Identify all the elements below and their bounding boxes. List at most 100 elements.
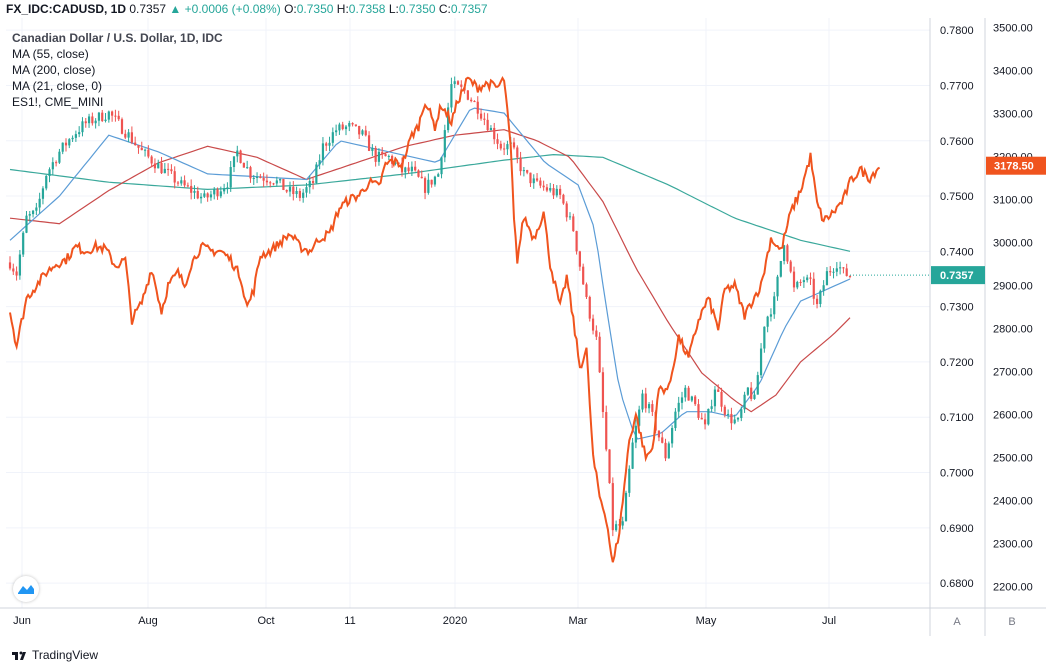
- candle-body: [671, 428, 674, 444]
- candle-body: [839, 267, 842, 269]
- candle-body: [456, 81, 460, 85]
- candle-body: [344, 126, 348, 130]
- ma21-line: [9, 107, 851, 440]
- candle-body: [417, 170, 420, 177]
- es-compare-line: [9, 75, 881, 563]
- candle-body: [22, 232, 25, 255]
- candle-body: [476, 101, 479, 114]
- candle-body: [506, 144, 509, 150]
- candle-body: [308, 181, 311, 188]
- candle-body: [786, 245, 789, 262]
- candle-body: [407, 167, 410, 172]
- candle-body: [608, 449, 611, 484]
- candle-body: [809, 277, 812, 279]
- candle-body: [694, 396, 697, 405]
- legend-ma21[interactable]: MA (21, close, 0): [12, 79, 103, 93]
- price-axis-tick: 0.6900: [940, 523, 974, 535]
- candle-body: [213, 189, 216, 195]
- candle-body: [440, 157, 443, 175]
- candle-body: [661, 437, 664, 443]
- candle-body: [354, 124, 357, 126]
- candle-body: [674, 411, 677, 429]
- es-axis-tick: 3100.00: [993, 194, 1033, 206]
- es-axis-tick: 3000.00: [993, 237, 1033, 249]
- price-axis-tick: 0.7800: [940, 25, 974, 37]
- price-change: +0.0006 (+0.08%): [184, 2, 281, 16]
- axis-auto-button[interactable]: A: [953, 616, 961, 628]
- candle-body: [199, 196, 203, 199]
- candle-body: [206, 193, 209, 198]
- candle-body: [460, 84, 463, 87]
- candle-body: [180, 180, 183, 184]
- candle-body: [255, 176, 259, 178]
- candle-body: [466, 90, 469, 100]
- candle-body: [483, 118, 486, 120]
- candle-body: [779, 260, 782, 277]
- candle-body: [783, 245, 786, 261]
- es-axis-tick: 2900.00: [993, 280, 1033, 292]
- candle-body: [74, 134, 77, 138]
- candle-body: [759, 348, 763, 376]
- es-axis-tick: 2400.00: [993, 495, 1033, 507]
- candle-body: [219, 191, 222, 197]
- candle-body: [331, 132, 334, 143]
- candle-body: [186, 185, 189, 187]
- candle-body: [664, 442, 667, 459]
- candle-body: [423, 178, 427, 193]
- candle-body: [496, 139, 499, 144]
- es-price-badge: [986, 156, 1046, 175]
- change-arrow-icon: ▲: [169, 2, 182, 16]
- legend-es-compare[interactable]: ES1!, CME_MINI: [12, 95, 104, 109]
- candle-body: [321, 143, 325, 161]
- tradingview-badge-icon[interactable]: [13, 576, 39, 602]
- candle-body: [223, 188, 226, 192]
- candle-body: [825, 271, 829, 286]
- ohlc-high-label: H:: [336, 2, 349, 16]
- candle-body: [38, 198, 41, 208]
- candle-body: [325, 143, 328, 146]
- symbol-header: FX_IDC:CADUSD, 1D 0.7357 ▲ +0.0006 (+0.0…: [0, 0, 1046, 20]
- candle-body: [71, 137, 74, 140]
- candle-body: [150, 156, 153, 164]
- candle-body: [101, 112, 104, 122]
- candle-body: [160, 163, 163, 174]
- legend-ma200[interactable]: MA (200, close): [12, 63, 96, 77]
- candle-body: [335, 130, 338, 133]
- candle-body: [736, 418, 740, 420]
- candle-body: [130, 132, 133, 143]
- candle-body: [746, 387, 749, 395]
- candle-body: [124, 133, 127, 138]
- ma200-line: [9, 153, 851, 252]
- candle-body: [55, 162, 58, 164]
- candle-body: [753, 394, 756, 399]
- candle-body: [28, 214, 31, 216]
- candle-body: [806, 277, 809, 281]
- ohlc-close-label: C:: [438, 2, 451, 16]
- candle-body: [364, 130, 367, 136]
- candle-body: [97, 112, 101, 121]
- candle-body: [292, 186, 295, 195]
- candle-body: [51, 162, 54, 170]
- candle-body: [703, 419, 707, 425]
- candle-body: [549, 188, 552, 191]
- axis-b-button[interactable]: B: [1008, 616, 1016, 628]
- candle-body: [381, 151, 384, 154]
- candle-body: [697, 404, 700, 418]
- candle-body: [450, 84, 453, 108]
- cad-price-badge-label: 0.7357: [940, 270, 974, 282]
- candle-body: [707, 408, 710, 425]
- candle-body: [58, 151, 61, 163]
- candle-body: [111, 111, 114, 116]
- candle-body: [437, 174, 440, 177]
- candle-body: [183, 180, 186, 186]
- price-chart[interactable]: 0.7800 0.7700 0.7600 0.7500 0.7400 0.7300 0.72…: [0, 18, 1046, 636]
- candle-body: [193, 190, 196, 193]
- candle-body: [157, 163, 160, 169]
- legend-ma55[interactable]: MA (55, close): [12, 47, 89, 61]
- candle-body: [651, 404, 654, 412]
- candle-body: [249, 167, 252, 179]
- candle-body: [773, 296, 776, 315]
- es-axis-tick: 2700.00: [993, 366, 1033, 378]
- candle-body: [134, 142, 137, 146]
- candle-body: [717, 389, 720, 392]
